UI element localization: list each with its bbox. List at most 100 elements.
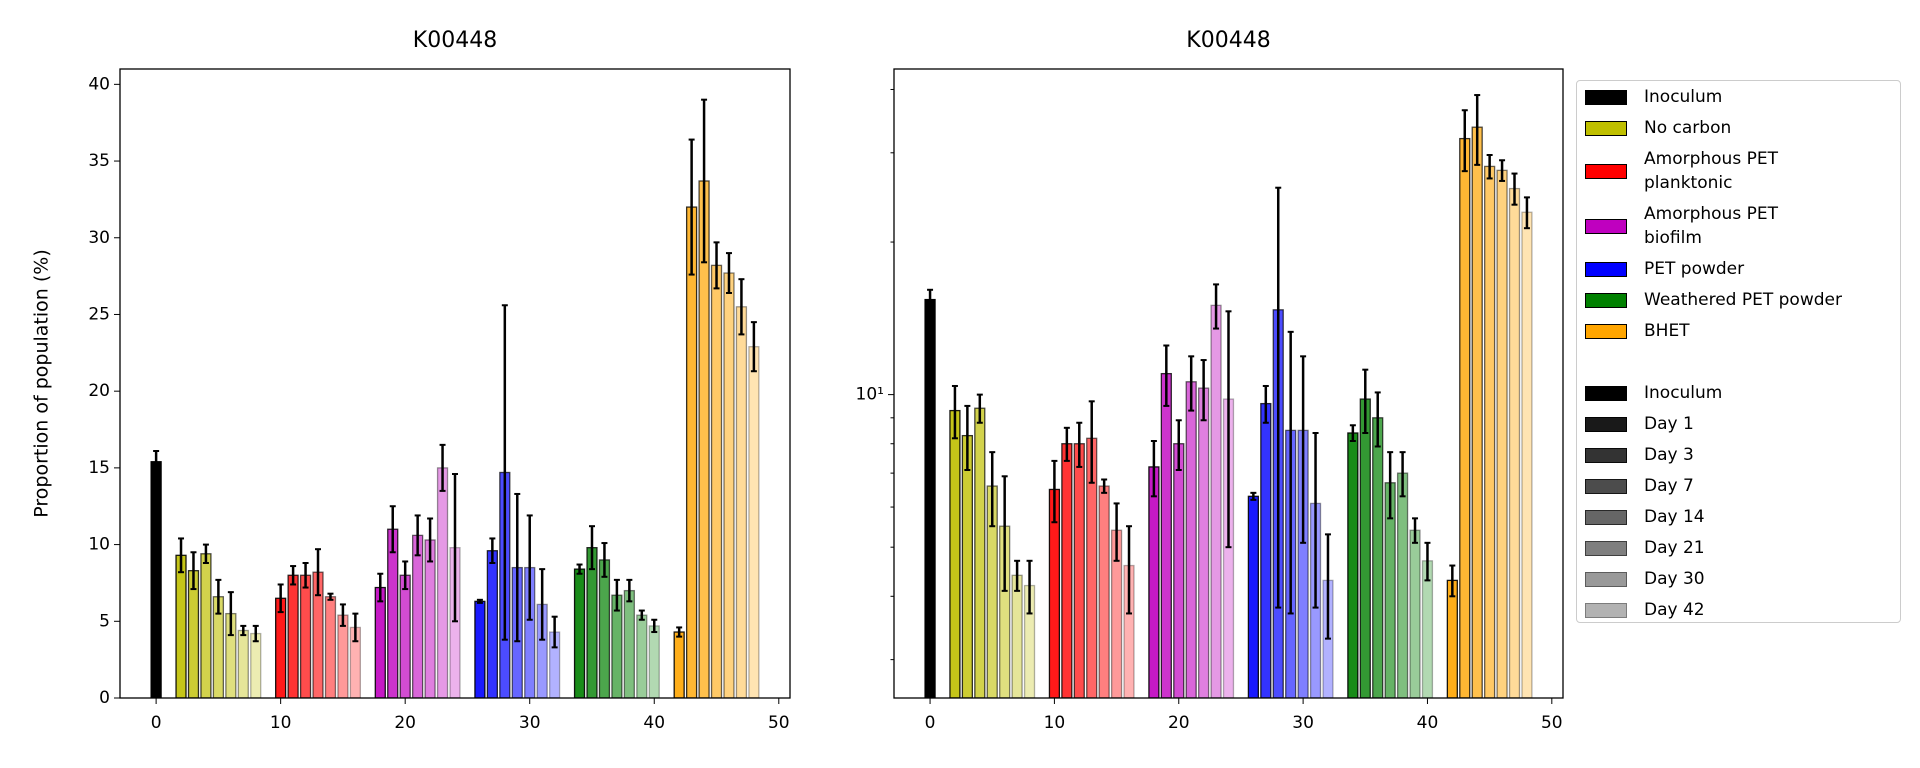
legend-swatch: [1585, 218, 1627, 234]
legend-swatch: [1585, 120, 1627, 136]
legend-entry: Day 3: [1585, 440, 1892, 471]
legend-label: Day 30: [1644, 569, 1705, 589]
legend-entry: Day 30: [1585, 564, 1892, 595]
bar: [275, 597, 287, 698]
bar: [436, 467, 449, 698]
legend-entry: Day 14: [1585, 502, 1892, 533]
bar: [1359, 398, 1371, 698]
legend-swatch: [1585, 478, 1627, 494]
x-tick-label: 40: [1417, 713, 1439, 733]
bar: [974, 407, 986, 698]
legend-label: Inoculum: [1644, 383, 1723, 403]
legend-label: Weathered PET powder: [1644, 290, 1842, 310]
legend-entry: BHET: [1585, 316, 1892, 347]
plot-area: [924, 94, 1533, 698]
bar: [1496, 169, 1508, 698]
bar: [1061, 443, 1073, 698]
legend-label: Day 42: [1644, 600, 1705, 620]
legend-entry: Amorphous PET planktonic: [1585, 144, 1892, 199]
x-tick-label: 50: [1541, 713, 1563, 733]
bar: [1459, 137, 1471, 698]
legend-swatch: [1585, 540, 1627, 556]
legend-entry: Day 42: [1585, 595, 1892, 626]
x-tick-label: 30: [519, 713, 541, 733]
legend-label: Amorphous PET biofilm: [1644, 204, 1778, 248]
bar: [924, 298, 936, 698]
legend-label: PET powder: [1644, 259, 1745, 279]
bar: [586, 547, 598, 698]
x-tick-label: 20: [394, 713, 416, 733]
bar: [1446, 579, 1458, 698]
bar: [1471, 126, 1483, 698]
chart-title: K00448: [1186, 28, 1270, 53]
legend-swatch: [1585, 571, 1627, 587]
bar: [1210, 304, 1222, 698]
bar: [1073, 443, 1085, 698]
legend-swatch: [1585, 89, 1627, 105]
axes-frame: [893, 68, 1564, 699]
x-tick-label: 10: [270, 713, 292, 733]
y-tick-label: 25: [88, 304, 110, 324]
legend-swatch: [1585, 385, 1627, 401]
bar: [1185, 381, 1197, 698]
x-tick-label: 10: [1044, 713, 1066, 733]
bar: [412, 534, 424, 698]
x-tick-label: 30: [1292, 713, 1314, 733]
bar: [735, 306, 748, 698]
bar: [150, 461, 162, 698]
x-tick-label: 20: [1168, 713, 1190, 733]
y-tick-label: 15: [88, 458, 110, 478]
legend-swatch: [1585, 323, 1627, 339]
y-tick-label: 20: [88, 381, 110, 401]
legend-label: Amorphous PET planktonic: [1644, 149, 1778, 193]
legend-entry: Day 7: [1585, 471, 1892, 502]
bar: [1160, 372, 1172, 698]
bar: [1098, 485, 1110, 698]
bar: [486, 550, 498, 698]
y-tick-label: 10¹: [856, 385, 884, 405]
bar: [723, 272, 735, 698]
legend-entry: Amorphous PET biofilm: [1585, 199, 1892, 254]
bar: [1372, 417, 1384, 698]
legend-swatch: [1585, 261, 1627, 277]
legend-swatch: [1585, 163, 1627, 179]
bar: [573, 568, 586, 698]
y-tick-label: 5: [99, 611, 110, 631]
bar: [474, 600, 486, 698]
bar: [324, 596, 337, 698]
legend-label: Day 21: [1644, 538, 1705, 558]
legend-entry: Day 1: [1585, 409, 1892, 440]
bar: [1396, 472, 1409, 698]
bar: [374, 586, 386, 698]
legend-entry: PET powder: [1585, 254, 1892, 285]
bar: [1347, 432, 1359, 698]
bar: [648, 625, 660, 698]
bar: [1508, 187, 1521, 698]
legend-label: Inoculum: [1644, 87, 1723, 107]
bar: [1011, 574, 1023, 698]
x-tick-label: 50: [768, 713, 790, 733]
bar: [1173, 443, 1185, 698]
legend-entry: Day 21: [1585, 533, 1892, 564]
bar: [299, 574, 312, 698]
bar: [1260, 402, 1272, 698]
legend-swatch: [1585, 292, 1627, 308]
bar: [748, 346, 760, 698]
bar: [1148, 466, 1160, 698]
legend: Inoculum No carbon Amorphous PET planktoni…: [1576, 80, 1901, 623]
y-tick-label: 35: [88, 151, 110, 171]
bar: [1409, 529, 1421, 698]
bar: [250, 632, 262, 698]
y-tick-label: 0: [99, 688, 110, 708]
legend-label: Day 1: [1644, 414, 1694, 434]
y-tick-label: 30: [88, 228, 110, 248]
bar: [598, 559, 611, 698]
x-tick-label: 0: [925, 713, 936, 733]
legend-swatch: [1585, 416, 1627, 432]
bar: [1198, 387, 1210, 698]
bar: [623, 589, 635, 698]
bar: [175, 554, 187, 698]
legend-label: BHET: [1644, 321, 1690, 341]
